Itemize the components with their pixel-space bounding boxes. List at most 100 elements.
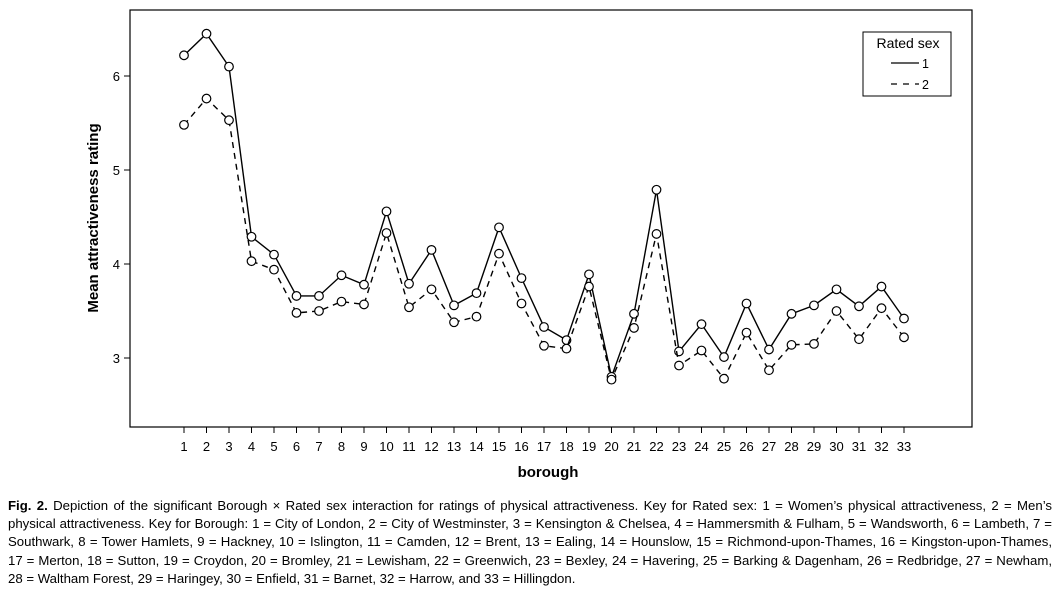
series-2-point — [539, 340, 549, 351]
series-1-point — [719, 352, 729, 362]
legend-label-2: 2 — [922, 78, 929, 92]
series-1-point — [854, 301, 864, 312]
series-2-point — [561, 343, 572, 354]
series-1-point — [246, 231, 257, 242]
series-1-point — [651, 184, 662, 195]
plot-frame — [129, 9, 973, 428]
legend-box — [862, 31, 952, 97]
chart-container: 3 4 5 6 1 2 3 4 5 6 7 8 9 10 11 12 13 14 15 16 17 18 19 20 21 22 2… — [85, 9, 973, 481]
series-2-point — [426, 284, 437, 295]
x-tick-label: 5 — [270, 439, 277, 454]
series-1-point — [404, 278, 414, 289]
series-1-point — [786, 308, 797, 319]
series-2-point — [449, 317, 459, 328]
x-tick-label: 18 — [559, 439, 573, 454]
x-axis-title: borough — [518, 464, 579, 481]
x-tick-label: 33 — [897, 439, 911, 454]
series-1-point — [741, 298, 752, 309]
figure-caption: Fig. 2. Depiction of the significant Bor… — [8, 497, 1052, 588]
x-tick-label: 16 — [514, 439, 528, 454]
series-1-point — [584, 269, 594, 280]
x-tick-label: 19 — [582, 439, 596, 454]
series-1-point — [494, 222, 504, 233]
series-2-point — [854, 334, 864, 345]
caption-text: Depiction of the significant Borough × R… — [8, 498, 1052, 586]
x-tick-label: 13 — [447, 439, 461, 454]
series-2-point — [314, 306, 324, 316]
x-tick-label: 4 — [248, 439, 255, 454]
series-2-point — [201, 93, 212, 104]
x-tick-label: 21 — [627, 439, 641, 454]
series-1-point — [201, 28, 212, 39]
series-1-point — [291, 291, 302, 301]
series-2-point — [831, 306, 842, 316]
x-tick-label: 10 — [379, 439, 393, 454]
series-1-point — [336, 270, 347, 281]
legend-label-1: 1 — [922, 57, 929, 71]
y-tick-label: 6 — [113, 69, 120, 84]
series-1-point — [516, 273, 527, 284]
x-tick-label: 7 — [315, 439, 322, 454]
x-tick-label: 2 — [203, 439, 210, 454]
y-tick-label: 3 — [113, 351, 120, 366]
x-tick-label: 29 — [807, 439, 821, 454]
series-1-point — [764, 344, 774, 355]
series-2-point — [471, 311, 482, 322]
series-2-point — [674, 360, 684, 371]
series-1-point — [696, 319, 707, 330]
x-tick-label: 30 — [829, 439, 843, 454]
x-tick-label: 25 — [717, 439, 731, 454]
x-tick-label: 26 — [739, 439, 753, 454]
series-2-point — [291, 307, 302, 318]
y-axis-title: Mean attractiveness rating — [85, 123, 102, 312]
x-tick-label: 3 — [225, 439, 232, 454]
legend-title: Rated sex — [876, 35, 939, 51]
series-1-point — [876, 281, 887, 292]
x-tick-label: 11 — [402, 439, 416, 454]
series-2-point — [629, 323, 639, 333]
series-2-point — [336, 296, 347, 307]
x-tick-label: 15 — [492, 439, 506, 454]
x-tick-label: 23 — [672, 439, 686, 454]
x-tick-label: 14 — [469, 439, 483, 454]
series-2-point — [786, 339, 797, 350]
series-1-point — [426, 244, 437, 255]
y-tick-label: 5 — [113, 163, 120, 178]
x-tick-label: 28 — [784, 439, 798, 454]
series-1-point — [899, 313, 909, 324]
series-1-point — [449, 300, 459, 311]
series-1-point — [269, 249, 279, 260]
series-2-point — [741, 327, 752, 338]
series-1-point — [831, 284, 842, 295]
series-1-point — [471, 288, 482, 299]
series-1-point — [359, 279, 369, 290]
series-2-point — [224, 115, 234, 126]
series-2-point — [719, 373, 729, 384]
series-1-point — [539, 322, 549, 332]
y-tick-label: 4 — [113, 257, 120, 272]
series-2-point — [651, 229, 662, 239]
series-2-point — [809, 339, 819, 349]
series-2-point — [179, 119, 189, 130]
x-tick-label: 24 — [694, 439, 708, 454]
x-tick-label: 1 — [180, 439, 187, 454]
series-2-point — [494, 248, 504, 259]
series-2-point — [696, 345, 707, 356]
x-tick-label: 27 — [762, 439, 776, 454]
series-2-point — [381, 228, 392, 238]
caption-label: Fig. 2. — [8, 498, 48, 513]
series-2-point — [269, 264, 279, 275]
x-tick-label: 12 — [424, 439, 438, 454]
x-tick-label: 6 — [293, 439, 300, 454]
series-1-point — [381, 206, 392, 217]
series-2-point — [404, 302, 414, 313]
series-1-point — [224, 61, 234, 72]
series-2-point — [876, 303, 887, 314]
series-1-point — [179, 50, 189, 61]
x-tick-label: 9 — [360, 439, 367, 454]
x-tick-label: 20 — [604, 439, 618, 454]
series-2-point — [246, 256, 257, 267]
series-2-point — [584, 281, 594, 292]
x-tick-label: 22 — [649, 439, 663, 454]
